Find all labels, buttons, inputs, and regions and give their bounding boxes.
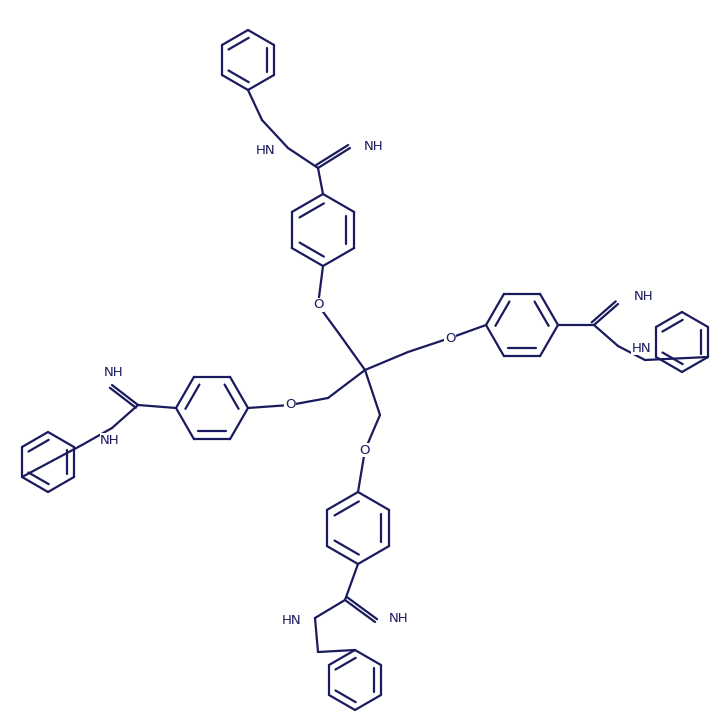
Text: NH: NH — [100, 433, 120, 446]
Text: NH: NH — [364, 139, 383, 152]
Text: O: O — [445, 332, 455, 345]
Text: O: O — [313, 298, 323, 311]
Text: NH: NH — [634, 290, 653, 303]
Text: NH: NH — [105, 367, 124, 380]
Text: HN: HN — [282, 613, 301, 627]
Text: O: O — [360, 444, 370, 457]
Text: O: O — [285, 399, 295, 412]
Text: HN: HN — [256, 144, 275, 157]
Text: NH: NH — [389, 611, 409, 624]
Text: HN: HN — [632, 341, 652, 354]
